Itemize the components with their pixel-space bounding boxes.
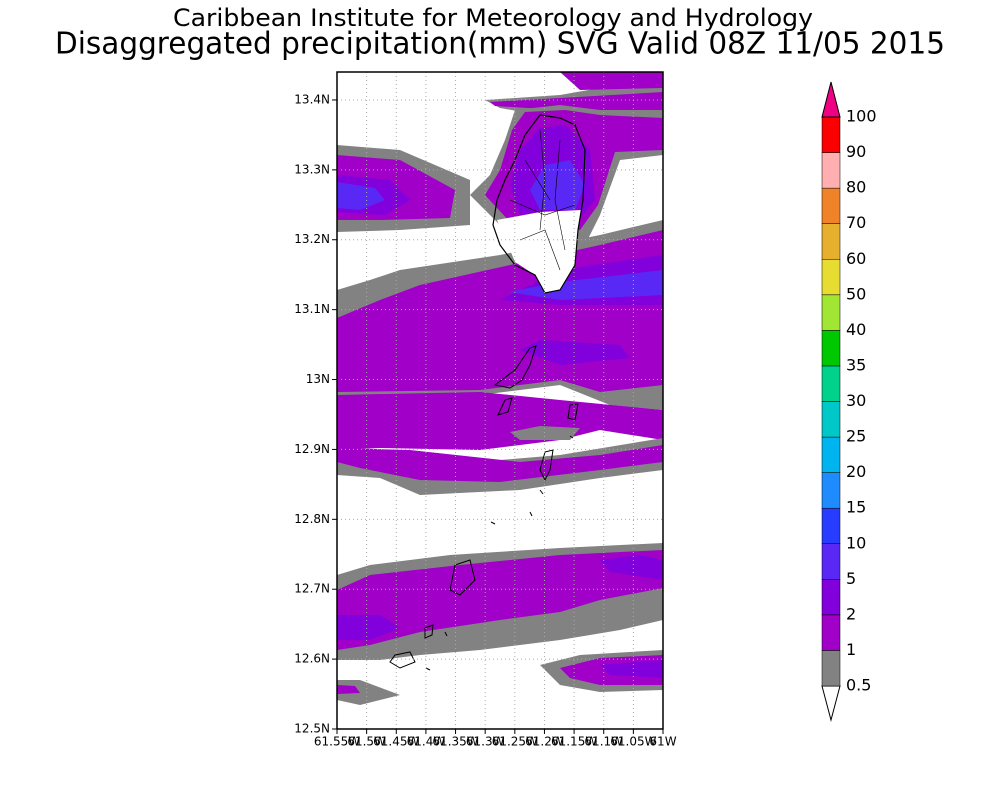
lat-tick-label: 12.8N xyxy=(294,512,330,526)
lat-tick-label: 13.3N xyxy=(294,162,330,176)
colorbar-label: 10 xyxy=(846,533,866,552)
colorbar-swatch xyxy=(821,472,841,509)
colorbar-swatch xyxy=(821,259,841,296)
colorbar-label: 0.5 xyxy=(846,676,871,695)
colorbar-label: 25 xyxy=(846,427,866,446)
lat-tick-label: 12.7N xyxy=(294,582,330,596)
axes: 12.5N 12.6N 12.7N 12.8N 12.9N 13N 13.1N 13.2N 13… xyxy=(294,92,676,748)
colorbar-label: 1 xyxy=(846,640,856,659)
colorbar-label: 60 xyxy=(846,249,866,268)
lat-tick-label: 12.5N xyxy=(294,722,330,736)
colorbar-label: 70 xyxy=(846,213,866,232)
colorbar-swatch xyxy=(821,294,841,331)
colorbar-label: 30 xyxy=(846,391,866,410)
colorbar-label: 15 xyxy=(846,498,866,517)
lon-tick-label: 61.4W xyxy=(407,735,446,749)
lon-tick-label: 61.2W xyxy=(525,735,564,749)
colorbar-swatch xyxy=(821,543,841,580)
colorbar-label: 100 xyxy=(846,107,877,126)
colorbar-swatch xyxy=(821,436,841,473)
lon-tick-label: 61.5W xyxy=(347,735,386,749)
lon-tick-label: 61.55W xyxy=(314,735,360,749)
colorbar-label: 90 xyxy=(846,142,866,161)
lat-tick-label: 13.2N xyxy=(294,232,330,246)
colorbar-swatch xyxy=(821,330,841,367)
lon-tick-label: 61.15W xyxy=(551,735,597,749)
colorbar-swatch xyxy=(821,650,841,687)
colorbar-label: 80 xyxy=(846,178,866,197)
colorbar-swatch xyxy=(821,365,841,402)
colorbar-label: 5 xyxy=(846,569,856,588)
lon-tick-label: 61W xyxy=(649,735,676,749)
lon-tick-label: 61.35W xyxy=(432,735,478,749)
colorbar-swatch xyxy=(821,579,841,616)
lat-tick-label: 13.4N xyxy=(294,92,330,106)
colorbar-label: 20 xyxy=(846,462,866,481)
lat-tick-label: 13N xyxy=(306,372,330,386)
colorbar-swatch xyxy=(821,152,841,189)
lat-tick-label: 12.9N xyxy=(294,442,330,456)
lat-tick-label: 12.6N xyxy=(294,652,330,666)
colorbar-swatch xyxy=(821,401,841,438)
colorbar-under xyxy=(821,685,841,722)
colorbar-swatch xyxy=(821,614,841,651)
colorbar-over xyxy=(821,81,841,118)
colorbar-swatch xyxy=(821,507,841,544)
lat-tick-label: 13.1N xyxy=(294,302,330,316)
colorbar-swatch xyxy=(821,223,841,260)
lon-tick-label: 61.3W xyxy=(466,735,505,749)
colorbar-label: 2 xyxy=(846,604,856,623)
lon-tick-label: 61.25W xyxy=(492,735,538,749)
colorbar-swatch xyxy=(821,116,841,153)
colorbar-label: 50 xyxy=(846,284,866,303)
colorbar-label: 40 xyxy=(846,320,866,339)
colorbar-label: 35 xyxy=(846,355,866,374)
precipitation-field xyxy=(337,72,663,729)
subtitle: Disaggregated precipitation(mm) SVG Vali… xyxy=(55,27,945,62)
colorbar-swatch xyxy=(821,187,841,224)
lon-tick-label: 61.45W xyxy=(373,735,419,749)
map-frame xyxy=(336,71,664,730)
title: Caribbean Institute for Meteorology and … xyxy=(173,4,813,32)
lon-tick-label: 61.05W xyxy=(610,735,656,749)
lon-tick-label: 61.1W xyxy=(584,735,623,749)
